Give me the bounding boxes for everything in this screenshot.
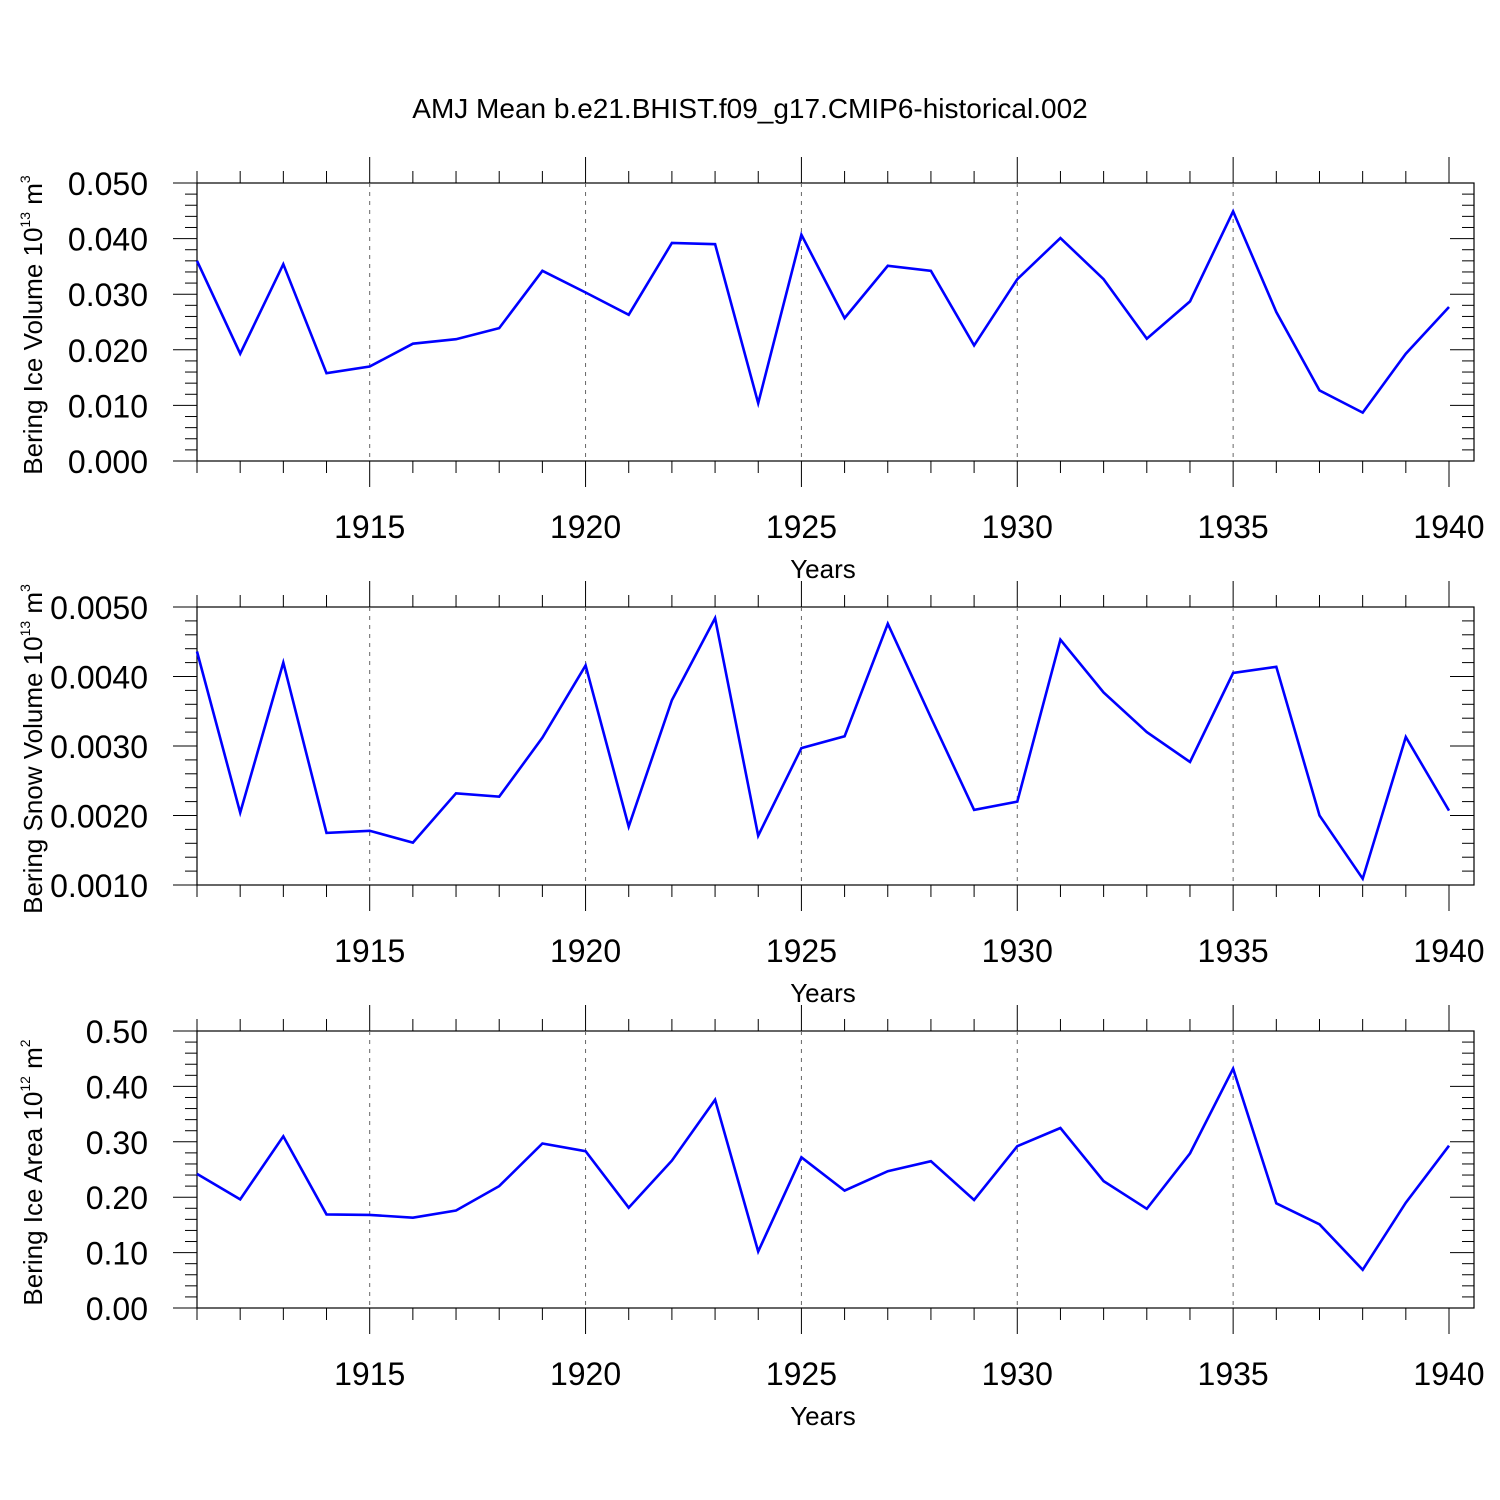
data-series-line (195, 208, 1450, 415)
plot-frame (196, 1030, 1475, 1309)
x-tick-label: 1925 (766, 1356, 837, 1392)
x-tick-label: 1915 (334, 1356, 405, 1392)
y-tick-label: 0.00 (86, 1291, 148, 1327)
panel-2: 1915 1920 1925 1930 1935 1940 0.0010 0.0020 0.00… (17, 581, 1485, 1008)
x-tick-label: 1915 (334, 933, 405, 969)
x-tick-label: 1915 (334, 509, 405, 545)
y-axis-label: Bering Snow Volume 1013 m3 (17, 584, 48, 914)
x-axis-label: Years (790, 1401, 856, 1431)
y-axis-label: Bering Ice Area 1012 m2 (17, 1039, 48, 1305)
x-tick-label: 1920 (550, 509, 621, 545)
plot-frame (196, 182, 1475, 462)
panel-1: 1915 1920 1925 1930 1935 1940 0.000 0.010 0.020 0… (17, 157, 1485, 584)
y-axis-label: Bering Ice Volume 1013 m3 (17, 175, 48, 475)
y-tick-label: 0.0020 (50, 799, 148, 835)
data-series-line (196, 1065, 1451, 1272)
y-tick-label: 0.40 (86, 1069, 148, 1105)
panel-3: 1915 1920 1925 1930 1935 1940 0.00 0.10 0.20 0.30… (17, 1005, 1485, 1431)
y-tick-label: 0.0010 (50, 868, 148, 904)
y-tick-label: 0.0050 (50, 590, 148, 626)
y-tick-label: 0.000 (68, 444, 148, 480)
x-tick-label: 1920 (550, 933, 621, 969)
y-tick-label: 0.030 (68, 277, 148, 313)
x-tick-label: 1920 (550, 1356, 621, 1392)
y-tick-label: 0.010 (68, 388, 148, 424)
chart-title: AMJ Mean b.e21.BHIST.f09_g17.CMIP6-histo… (412, 93, 1087, 124)
y-tick-label: 0.10 (86, 1236, 148, 1272)
x-tick-label: 1930 (982, 933, 1053, 969)
x-tick-label: 1935 (1198, 1356, 1269, 1392)
x-tick-label: 1940 (1413, 933, 1484, 969)
y-tick-label: 0.040 (68, 222, 148, 258)
data-series-line (195, 614, 1451, 882)
x-tick-label: 1930 (982, 1356, 1053, 1392)
y-tick-label: 0.050 (68, 166, 148, 202)
x-axis-label: Years (790, 978, 856, 1008)
x-tick-label: 1935 (1198, 933, 1269, 969)
x-tick-label: 1935 (1198, 509, 1269, 545)
y-tick-label: 0.0040 (50, 660, 148, 696)
plot-frame (196, 606, 1475, 886)
y-tick-label: 0.020 (68, 333, 148, 369)
x-tick-label: 1940 (1413, 509, 1484, 545)
y-tick-label: 0.50 (86, 1014, 148, 1050)
x-tick-label: 1925 (766, 509, 837, 545)
x-tick-label: 1940 (1413, 1356, 1484, 1392)
y-tick-label: 0.30 (86, 1125, 148, 1161)
x-axis-label: Years (790, 554, 856, 584)
x-tick-label: 1925 (766, 933, 837, 969)
y-tick-label: 0.20 (86, 1180, 148, 1216)
x-tick-label: 1930 (982, 509, 1053, 545)
y-tick-label: 0.0030 (50, 729, 148, 765)
